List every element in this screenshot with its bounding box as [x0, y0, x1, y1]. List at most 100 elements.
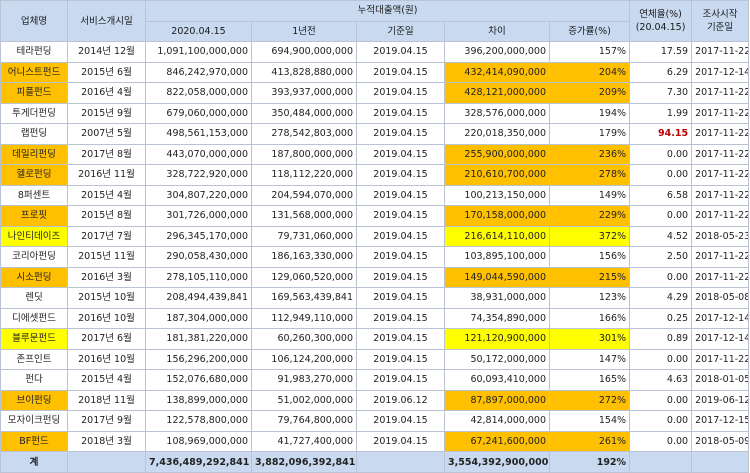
- service-start: 2017년 7월: [67, 225, 146, 247]
- overdue-rate: 4.63: [629, 369, 693, 391]
- table-row: 코리아펀딩 2015년 11월 290,058,430,000 186,163,330…: [0, 246, 750, 268]
- amount-2020: 304,807,220,000: [145, 184, 252, 206]
- header-service-start: 서비스개시일: [67, 0, 146, 42]
- base-date: 2019.04.15: [356, 123, 445, 145]
- overdue-rate: 0.00: [629, 348, 693, 370]
- service-start: 2015년 11월: [67, 246, 146, 268]
- amount-2020: 328,722,920,000: [145, 164, 252, 186]
- amount-1y-ago: 51,002,000,000: [251, 389, 357, 411]
- difference: 428,121,000,000: [444, 82, 550, 104]
- amount-1y-ago: 79,731,060,000: [251, 225, 357, 247]
- base-date: 2019.04.15: [356, 287, 445, 309]
- service-start: 2016년 11월: [67, 164, 146, 186]
- overdue-rate: 0.00: [629, 164, 693, 186]
- survey-start: 2017-11-22: [691, 266, 750, 288]
- service-start: 2015년 8월: [67, 205, 146, 227]
- company-name: 모자이크펀딩: [0, 410, 68, 432]
- amount-2020: 1,091,100,000,000: [145, 41, 252, 63]
- overdue-rate: 0.25: [629, 307, 693, 329]
- table-row: 펀다 2015년 4월 152,076,680,000 91,983,270,000 2…: [0, 369, 750, 391]
- service-start: 2016년 4월: [67, 82, 146, 104]
- overdue-rate: 0.00: [629, 266, 693, 288]
- amount-1y-ago: 91,983,270,000: [251, 369, 357, 391]
- base-date: 2019.04.15: [356, 41, 445, 63]
- amount-1y-ago: 350,484,000,000: [251, 102, 357, 124]
- amount-1y-ago: 393,937,000,000: [251, 82, 357, 104]
- survey-start: 2017-11-22: [691, 348, 750, 370]
- overdue-rate: 0.00: [629, 143, 693, 165]
- survey-start: 2017-11-22: [691, 205, 750, 227]
- table-row: 존프인트 2016년 10월 156,296,200,000 106,124,200,…: [0, 348, 750, 370]
- company-name: 존프인트: [0, 348, 68, 370]
- header-one-year-ago: 1년전: [251, 20, 357, 42]
- base-date: 2019.06.12: [356, 389, 445, 411]
- table-row: 8퍼센트 2015년 4월 304,807,220,000 204,594,070,0…: [0, 184, 750, 206]
- total-label: 계: [0, 451, 68, 473]
- amount-1y-ago: 131,568,000,000: [251, 205, 357, 227]
- base-date: 2019.04.15: [356, 348, 445, 370]
- table-row: 테라펀딩 2014년 12월 1,091,100,000,000 694,900,00…: [0, 41, 750, 63]
- survey-start: 2017-11-22: [691, 184, 750, 206]
- difference: 121,120,900,000: [444, 328, 550, 350]
- survey-start: 2017-12-14: [691, 328, 750, 350]
- difference: 328,576,000,000: [444, 102, 550, 124]
- overdue-rate: 4.52: [629, 225, 693, 247]
- difference: 396,200,000,000: [444, 41, 550, 63]
- difference: 220,018,350,000: [444, 123, 550, 145]
- company-name: 헬로펀딩: [0, 164, 68, 186]
- growth-rate: 147%: [548, 348, 631, 370]
- growth-rate: 157%: [548, 41, 631, 63]
- amount-2020: 181,381,220,000: [145, 328, 252, 350]
- growth-rate: 272%: [548, 389, 631, 411]
- amount-1y-ago: 118,112,220,000: [251, 164, 357, 186]
- table-row: 렌딧 2015년 10월 208,494,439,841 169,563,439,84…: [0, 287, 750, 309]
- amount-1y-ago: 60,260,300,000: [251, 328, 357, 350]
- total-amt-2020: 7,436,489,292,841: [145, 451, 252, 473]
- overdue-rate: 17.59: [629, 41, 693, 63]
- growth-rate: 156%: [548, 246, 631, 268]
- service-start: 2007년 5월: [67, 123, 146, 145]
- header-survey-base: 기준일: [706, 22, 734, 33]
- amount-2020: 296,345,170,000: [145, 225, 252, 247]
- survey-start: 2017-11-22: [691, 102, 750, 124]
- overdue-rate: 7.30: [629, 82, 693, 104]
- header-company: 업체명: [0, 0, 68, 42]
- header-overdue-rate: 연체율(%): [639, 9, 682, 20]
- base-date: 2019.04.15: [356, 184, 445, 206]
- amount-2020: 443,070,000,000: [145, 143, 252, 165]
- table-row: 블루문펀드 2017년 6월 181,381,220,000 60,260,300,0…: [0, 328, 750, 350]
- table-body: 테라펀딩 2014년 12월 1,091,100,000,000 694,900,00…: [0, 41, 750, 452]
- base-date: 2019.04.15: [356, 143, 445, 165]
- header-difference: 차이: [444, 20, 550, 42]
- survey-start: 2017-11-22: [691, 82, 750, 104]
- growth-rate: 236%: [548, 143, 631, 165]
- base-date: 2019.04.15: [356, 328, 445, 350]
- growth-rate: 179%: [548, 123, 631, 145]
- total-amt-1y: 3,882,096,392,841: [251, 451, 357, 473]
- amount-2020: 846,242,970,000: [145, 61, 252, 83]
- base-date: 2019.04.15: [356, 205, 445, 227]
- amount-1y-ago: 169,563,439,841: [251, 287, 357, 309]
- survey-start: 2017-11-22: [691, 246, 750, 268]
- survey-start: 2019-06-12: [691, 389, 750, 411]
- base-date: 2019.04.15: [356, 307, 445, 329]
- overdue-rate: 0.00: [629, 205, 693, 227]
- survey-start: 2018-05-08: [691, 287, 750, 309]
- company-name: 렌딧: [0, 287, 68, 309]
- base-date: 2019.04.15: [356, 369, 445, 391]
- total-growth: 192%: [548, 451, 631, 473]
- base-date: 2019.04.15: [356, 430, 445, 452]
- company-name: 어니스트펀드: [0, 61, 68, 83]
- total-row: 계 7,436,489,292,841 3,882,096,392,841 3,…: [0, 451, 750, 473]
- service-start: 2016년 3월: [67, 266, 146, 288]
- service-start: 2018년 11월: [67, 389, 146, 411]
- company-name: 데일리펀딩: [0, 143, 68, 165]
- amount-2020: 498,561,153,000: [145, 123, 252, 145]
- table-row: 프로핏 2015년 8월 301,726,000,000 131,568,000,00…: [0, 205, 750, 227]
- company-name: BF펀드: [0, 430, 68, 452]
- survey-start: 2017-11-22: [691, 164, 750, 186]
- company-name: 8퍼센트: [0, 184, 68, 206]
- company-name: 디에셋펀드: [0, 307, 68, 329]
- amount-2020: 156,296,200,000: [145, 348, 252, 370]
- amount-1y-ago: 413,828,880,000: [251, 61, 357, 83]
